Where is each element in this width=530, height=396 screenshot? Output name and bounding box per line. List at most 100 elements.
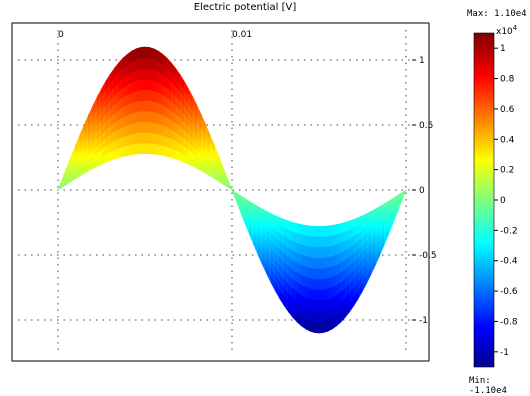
surface-cell (144, 121, 150, 133)
colorbar-tick-label: 0.8 (500, 75, 515, 85)
surface-cell (336, 223, 342, 236)
colorbar-min-label: Min: -1.10e4 (469, 376, 507, 396)
y-tick-label: 0.5 (419, 121, 433, 131)
surface-cell (153, 132, 159, 145)
surface-cell (314, 257, 320, 270)
surface-cell (323, 257, 329, 270)
surface-cell (144, 78, 150, 91)
surface-cell (131, 48, 137, 62)
surface-cell (144, 46, 150, 59)
surface-cell (162, 134, 168, 147)
surface-cell (131, 132, 137, 145)
surface-cell (327, 287, 333, 301)
surface-cell (136, 121, 141, 134)
chart-title: Electric potential [V] (193, 2, 297, 13)
surface-cell (157, 123, 163, 136)
surface-cell (131, 122, 137, 135)
surface-cell (144, 131, 150, 144)
surface-cell (309, 278, 315, 291)
surface-cell (327, 266, 333, 280)
y-axis-ticks: 1 0.5 0 -0.5 -1 (412, 56, 437, 326)
surface-cell (314, 236, 320, 249)
surface-cell (327, 245, 333, 258)
surface-cell (131, 143, 137, 155)
surface-cell (153, 100, 159, 114)
surface-cell (323, 309, 329, 323)
surface-cell (331, 244, 337, 257)
surface-cell (144, 99, 150, 112)
surface-cell (314, 321, 320, 334)
surface-cell (149, 121, 154, 134)
surface-cell (144, 142, 150, 155)
surface-cell (149, 68, 154, 81)
surface-cell (149, 110, 154, 123)
colorbar-tick-label: 0.6 (500, 105, 515, 115)
colorbar-tick-label: 0.4 (500, 135, 515, 145)
surface-cell (309, 257, 315, 270)
surface-cell (131, 111, 137, 124)
surface-cell (314, 300, 320, 313)
surface-cell (401, 189, 407, 202)
colorbar-tick-label: -0.6 (500, 287, 518, 297)
surface-cell (127, 143, 133, 156)
surface-cell (118, 146, 124, 158)
surface-cell (140, 131, 146, 144)
surface-cell (144, 67, 150, 80)
surface-cell (309, 246, 315, 259)
surface-cell (318, 247, 324, 259)
surface-cell (323, 320, 329, 333)
surface-cell (140, 89, 146, 101)
surface-cell (314, 279, 320, 291)
surface-cell (296, 223, 302, 236)
surface-cell (136, 110, 141, 123)
surface-cell (140, 99, 146, 112)
colorbar-exponent: x104 (496, 24, 518, 37)
surface-cell (318, 289, 324, 302)
surface-cell (318, 310, 324, 323)
surface-cell (327, 225, 333, 237)
surface-cell (153, 111, 159, 124)
surface-cell (301, 224, 307, 237)
surface-cell (122, 134, 128, 147)
surface-cell (318, 279, 324, 291)
surface-cell (323, 236, 329, 248)
surface-cell (136, 100, 141, 113)
surface-cell (127, 112, 133, 126)
surface-cell (149, 132, 154, 144)
surface-cell (305, 318, 311, 332)
surface-cell (127, 133, 133, 146)
surface-cell (331, 224, 337, 237)
surface-cell (162, 144, 168, 157)
surface-cell (131, 100, 137, 114)
surface-cell (122, 144, 128, 157)
surface-cell (131, 79, 137, 93)
x-axis-ticks: 0 0.01 (58, 30, 252, 40)
colorbar-tick-label: -0.2 (500, 226, 518, 236)
surface-cell (323, 246, 329, 259)
surface-cell (305, 287, 311, 301)
colorbar-tick-label: -0.4 (500, 257, 518, 267)
surface-cell (323, 299, 329, 312)
surface-cell (314, 225, 320, 238)
surface-cell (305, 256, 311, 269)
surface-cell (318, 257, 324, 270)
surface-cell (318, 225, 324, 238)
surface-cell (136, 78, 141, 92)
surface-cell (157, 133, 163, 146)
surface-cell (153, 79, 159, 93)
colorbar-tick-label: -1 (500, 348, 509, 358)
surface-cell (140, 142, 146, 155)
surface-cell (301, 234, 307, 247)
surface-cell (318, 236, 324, 249)
y-tick-label: -1 (419, 316, 428, 326)
surface-cell (314, 247, 320, 259)
colorbar-tick-label: 0 (500, 196, 506, 206)
surface-cell (323, 267, 329, 280)
surface-cell (140, 46, 146, 59)
surface-cell (309, 236, 315, 248)
colorbar-tick-label: 0.2 (500, 166, 514, 176)
surface-cell (331, 234, 337, 247)
surface-cell (327, 256, 333, 269)
colorbar-tick-label: 1 (500, 44, 506, 54)
surface-cell (336, 233, 342, 246)
